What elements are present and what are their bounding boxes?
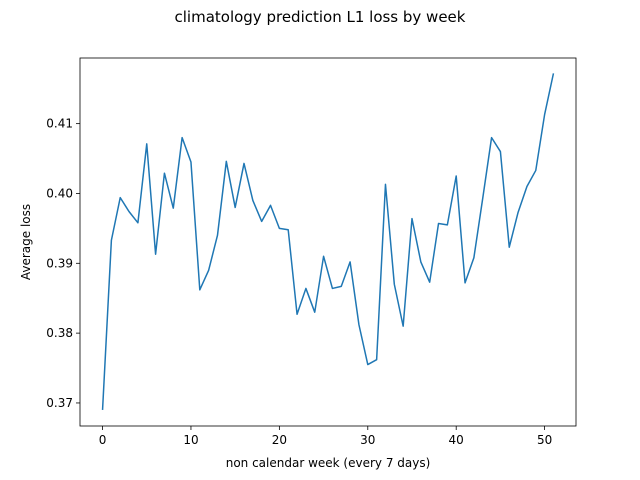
data-point <box>101 408 104 411</box>
data-point <box>384 183 387 186</box>
data-point <box>243 162 246 165</box>
data-point <box>455 175 458 178</box>
data-point <box>543 113 546 116</box>
data-point <box>189 161 192 164</box>
data-point <box>499 150 502 153</box>
y-tick-label: 0.37 <box>46 396 73 410</box>
data-point <box>331 287 334 290</box>
data-point <box>322 255 325 258</box>
data-point <box>260 220 263 223</box>
x-axis-label: non calendar week (every 7 days) <box>226 456 431 470</box>
data-point <box>349 260 352 263</box>
data-point <box>110 239 113 242</box>
data-point <box>304 287 307 290</box>
data-point <box>552 72 555 75</box>
data-point <box>410 217 413 220</box>
data-point <box>145 142 148 145</box>
data-point <box>163 172 166 175</box>
data-point <box>287 228 290 231</box>
data-point <box>481 197 484 200</box>
data-point <box>464 281 467 284</box>
data-point <box>375 358 378 361</box>
data-point <box>508 246 511 249</box>
x-tick-label: 10 <box>183 433 198 447</box>
data-point <box>234 206 237 209</box>
y-tick-label: 0.41 <box>46 117 73 131</box>
data-point <box>534 169 537 172</box>
y-axis-label: Average loss <box>19 204 33 280</box>
x-tick-label: 0 <box>99 433 107 447</box>
x-tick-label: 40 <box>449 433 464 447</box>
data-point <box>172 207 175 210</box>
y-axis-ticks: 0.37 0.38 0.39 0.40 0.41 <box>46 117 80 410</box>
data-point <box>136 221 139 224</box>
data-point <box>128 210 131 213</box>
y-tick-label: 0.40 <box>46 186 73 200</box>
data-point <box>251 199 254 202</box>
data-point <box>313 311 316 314</box>
data-point <box>428 281 431 284</box>
y-tick-label: 0.39 <box>46 256 73 270</box>
data-point <box>340 285 343 288</box>
x-axis-ticks: 0 10 20 30 40 50 <box>99 426 552 447</box>
data-point <box>437 222 440 225</box>
data-point <box>490 136 493 139</box>
data-point <box>154 253 157 256</box>
x-tick-label: 50 <box>537 433 552 447</box>
data-point <box>517 211 520 214</box>
chart-title: climatology prediction L1 loss by week <box>175 8 466 26</box>
data-point <box>472 256 475 259</box>
loss-series-line <box>101 73 555 410</box>
data-point <box>525 185 528 188</box>
data-point <box>269 204 272 207</box>
data-point <box>357 323 360 326</box>
data-point <box>119 196 122 199</box>
data-point <box>446 223 449 226</box>
x-tick-label: 20 <box>272 433 287 447</box>
x-tick-label: 30 <box>360 433 375 447</box>
data-point <box>366 363 369 366</box>
y-tick-label: 0.38 <box>46 326 73 340</box>
data-point <box>181 136 184 139</box>
data-point <box>296 313 299 316</box>
data-point <box>207 269 210 272</box>
data-point <box>198 288 201 291</box>
data-point <box>278 227 281 230</box>
data-point <box>216 234 219 237</box>
data-point <box>393 283 396 286</box>
data-point <box>402 325 405 328</box>
data-point <box>419 260 422 263</box>
plot-area-frame <box>79 57 577 427</box>
data-point <box>225 160 228 163</box>
